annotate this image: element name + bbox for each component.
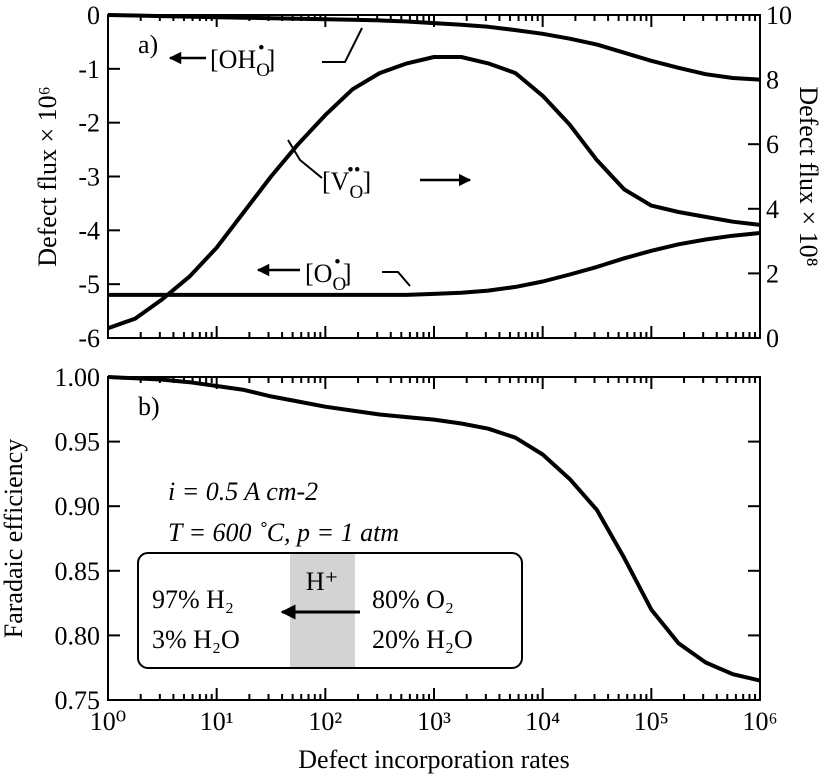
leader-line — [322, 27, 363, 63]
condition: T = 600 ˚C, p = 1 atm — [168, 518, 399, 547]
cathode-gas: 20% H₂O — [372, 625, 473, 654]
y2-tick-label: 10 — [766, 1, 792, 30]
y2-tick-label: 6 — [766, 130, 779, 159]
y-tick-label: 0.75 — [55, 686, 101, 715]
y2-tick-label: 4 — [766, 195, 779, 224]
species-label: [OHO•] — [210, 38, 275, 81]
y2-tick-label: 8 — [766, 66, 779, 95]
species-label: [VO••] — [322, 160, 371, 203]
ion-label: H⁺ — [306, 567, 339, 596]
y-tick-label: -4 — [78, 216, 100, 245]
y-tick-label: 0.80 — [55, 621, 101, 650]
panel-label: a) — [138, 30, 158, 59]
y-tick-label: 0 — [87, 1, 100, 30]
species-close: ] — [362, 167, 371, 196]
x-tick-label: 10² — [308, 707, 342, 736]
species-sup: • — [258, 38, 265, 59]
y-tick-label: -6 — [78, 324, 100, 353]
species-sub: O — [332, 274, 346, 295]
y-tick-label: -3 — [78, 163, 100, 192]
species-label: [OO•] — [305, 252, 352, 295]
species-open: [V — [322, 167, 350, 196]
data-line — [107, 375, 761, 683]
leader-line — [287, 139, 323, 179]
anode-gas: 3% H₂O — [152, 625, 240, 654]
y-tick-label: 0.85 — [55, 557, 101, 586]
data-line — [107, 13, 761, 82]
data-line — [108, 231, 761, 297]
y-tick-label: -2 — [78, 109, 100, 138]
y-axis-label: Defect flux × 10⁶ — [33, 86, 62, 266]
y-tick-label: -5 — [78, 270, 100, 299]
data-line — [107, 55, 761, 331]
x-tick-label: 10⁴ — [525, 707, 560, 736]
species-sub: O — [349, 182, 363, 203]
x-tick-label: 10⁵ — [634, 707, 669, 736]
species-sub: O — [256, 60, 270, 81]
y-tick-label: 1.00 — [55, 363, 101, 392]
y-tick-label: 0.95 — [55, 428, 101, 457]
y-axis-label: Faradaic efficiency — [0, 439, 28, 638]
cathode-gas: 80% O₂ — [372, 585, 454, 614]
y-tick-label: -1 — [78, 55, 100, 84]
anode-gas: 97% H₂ — [152, 585, 234, 614]
x-tick-label: 10³ — [417, 707, 451, 736]
condition: i = 0.5 A cm-2 — [168, 477, 318, 506]
x-tick-label: 10⁶ — [742, 707, 777, 736]
species-sup: •• — [347, 160, 360, 181]
species-close: ] — [267, 45, 276, 74]
y-tick-label: 0.90 — [55, 492, 101, 521]
y2-tick-label: 0 — [766, 324, 779, 353]
panel-label: b) — [138, 392, 160, 421]
y2-axis-label: Defect flux × 10⁸ — [794, 86, 823, 266]
species-sup: • — [334, 252, 341, 273]
species-open: [OH — [210, 45, 256, 74]
x-tick-label: 10⁰ — [90, 707, 126, 736]
x-axis-label: Defect incorporation rates — [298, 745, 569, 774]
species-close: ] — [343, 259, 352, 288]
y2-tick-label: 2 — [766, 259, 779, 288]
species-open: [O — [305, 259, 332, 288]
x-tick-label: 10¹ — [200, 707, 234, 736]
leader-line — [382, 271, 411, 287]
